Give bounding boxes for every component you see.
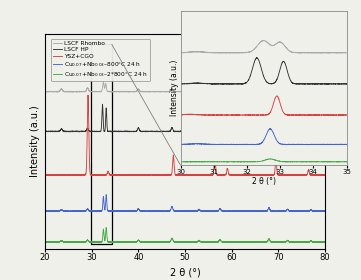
YSZ+CGO — [127, 174, 132, 177]
Cu$_{0.07}$+Nb$_{0.03}$–800°C 24 h — [111, 210, 115, 213]
Cu$_{0.07}$+Nb$_{0.03}$–800°C 24 h — [323, 209, 327, 213]
YSZ+CGO — [321, 173, 325, 176]
Cu$_{0.07}$+Nb$_{0.03}$–2*800°C 24 h — [104, 226, 108, 229]
LSCF Rhombo — [43, 90, 47, 93]
YSZ+CGO — [111, 173, 115, 176]
X-axis label: 2 θ (°): 2 θ (°) — [252, 177, 275, 186]
Line: Cu$_{0.07}$+Nb$_{0.03}$–2*800°C 24 h: Cu$_{0.07}$+Nb$_{0.03}$–2*800°C 24 h — [45, 227, 325, 243]
Cu$_{0.07}$+Nb$_{0.03}$–800°C 24 h — [109, 210, 114, 213]
LSCF Rhombo — [101, 81, 106, 84]
Line: Cu$_{0.07}$+Nb$_{0.03}$–800°C 24 h: Cu$_{0.07}$+Nb$_{0.03}$–800°C 24 h — [45, 195, 325, 212]
Cu$_{0.07}$+Nb$_{0.03}$–2*800°C 24 h — [323, 240, 327, 243]
LSCF HP — [43, 129, 47, 133]
Line: YSZ+CGO: YSZ+CGO — [45, 95, 325, 176]
Y-axis label: Intensity (a.u.): Intensity (a.u.) — [30, 106, 40, 177]
YSZ+CGO — [323, 173, 327, 177]
Y-axis label: Intensity (a.u.): Intensity (a.u.) — [170, 60, 179, 116]
LSCF HP — [321, 130, 325, 133]
Cu$_{0.07}$+Nb$_{0.03}$–800°C 24 h — [95, 210, 99, 213]
Cu$_{0.07}$+Nb$_{0.03}$–2*800°C 24 h — [108, 240, 112, 244]
LSCF Rhombo — [111, 90, 115, 94]
YSZ+CGO — [169, 173, 173, 177]
Line: LSCF Rhombo: LSCF Rhombo — [45, 82, 325, 92]
LSCF HP — [111, 130, 115, 133]
LSCF Rhombo — [109, 90, 114, 93]
Cu$_{0.07}$+Nb$_{0.03}$–2*800°C 24 h — [109, 241, 114, 244]
LSCF HP — [100, 102, 105, 106]
LSCF Rhombo — [148, 90, 153, 94]
Cu$_{0.07}$+Nb$_{0.03}$–800°C 24 h — [148, 209, 153, 213]
Cu$_{0.07}$+Nb$_{0.03}$–800°C 24 h — [104, 193, 108, 196]
YSZ+CGO — [43, 173, 47, 176]
Cu$_{0.07}$+Nb$_{0.03}$–800°C 24 h — [108, 209, 112, 213]
LSCF HP — [323, 130, 327, 133]
LSCF Rhombo — [168, 89, 173, 92]
LSCF HP — [289, 130, 293, 134]
Cu$_{0.07}$+Nb$_{0.03}$–2*800°C 24 h — [111, 240, 115, 244]
Cu$_{0.07}$+Nb$_{0.03}$–2*800°C 24 h — [168, 239, 173, 243]
Cu$_{0.07}$+Nb$_{0.03}$–2*800°C 24 h — [260, 241, 265, 244]
LSCF Rhombo — [108, 90, 112, 93]
YSZ+CGO — [86, 93, 90, 97]
Cu$_{0.07}$+Nb$_{0.03}$–2*800°C 24 h — [148, 240, 153, 244]
Cu$_{0.07}$+Nb$_{0.03}$–800°C 24 h — [43, 209, 47, 213]
Cu$_{0.07}$+Nb$_{0.03}$–800°C 24 h — [321, 209, 325, 213]
Cu$_{0.07}$+Nb$_{0.03}$–800°C 24 h — [169, 208, 173, 211]
YSZ+CGO — [109, 173, 114, 176]
LSCF Rhombo — [321, 90, 325, 93]
Legend: LSCF Rhombo, LSCF HP, YSZ+CGO, Cu$_{0.07}$+Nb$_{0.03}$–800°C 24 h, Cu$_{0.07}$+N: LSCF Rhombo, LSCF HP, YSZ+CGO, Cu$_{0.07… — [51, 39, 151, 81]
Cu$_{0.07}$+Nb$_{0.03}$–2*800°C 24 h — [43, 240, 47, 244]
LSCF HP — [108, 130, 112, 133]
LSCF HP — [148, 130, 153, 133]
X-axis label: 2 θ (°): 2 θ (°) — [170, 268, 200, 278]
LSCF HP — [109, 130, 114, 133]
Cu$_{0.07}$+Nb$_{0.03}$–2*800°C 24 h — [321, 240, 325, 244]
LSCF Rhombo — [323, 90, 327, 93]
YSZ+CGO — [108, 173, 112, 177]
LSCF Rhombo — [214, 90, 219, 94]
Bar — [91, 45, 112, 244]
Line: LSCF HP: LSCF HP — [45, 104, 325, 132]
YSZ+CGO — [148, 173, 153, 176]
LSCF HP — [168, 129, 173, 132]
